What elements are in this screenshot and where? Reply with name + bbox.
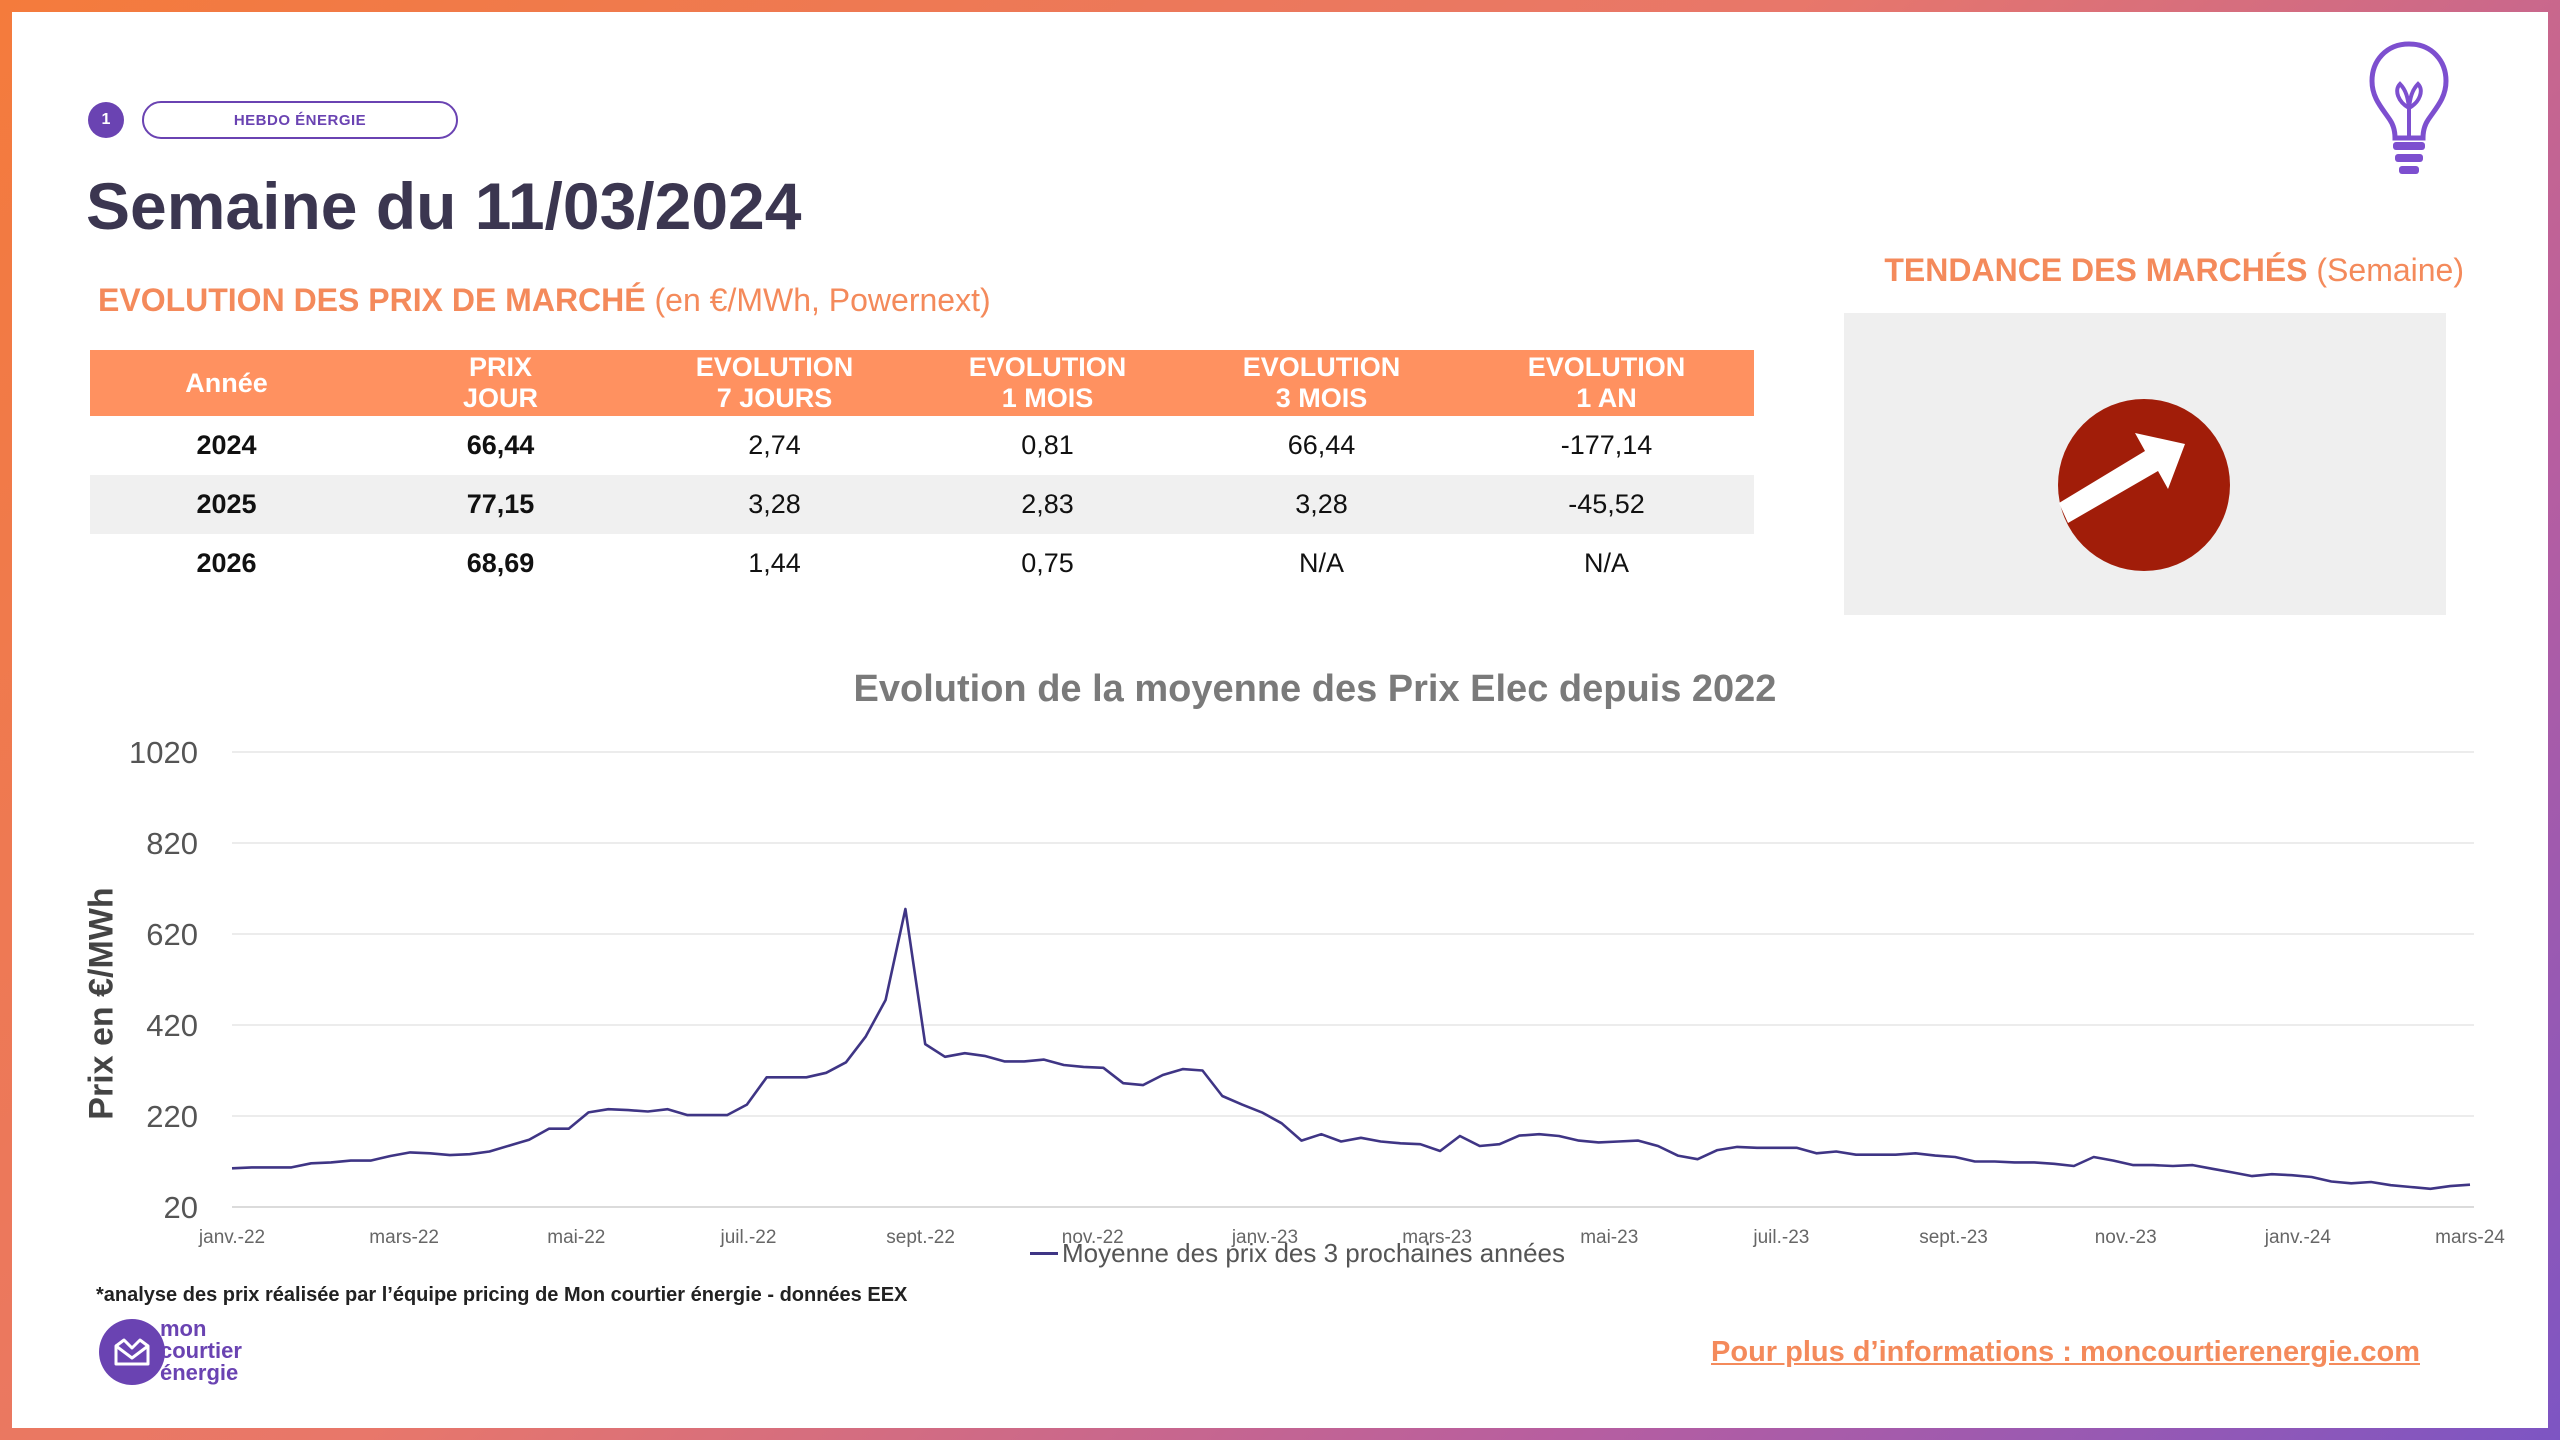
header-evol-3m: EVOLUTION 3 MOIS [1184, 350, 1459, 416]
logo-wordmark: mon courtier énergie [160, 1318, 242, 1384]
y-tick-label: 820 [146, 826, 198, 861]
cell-evol-7d: 3,28 [638, 475, 911, 534]
y-tick-label: 20 [164, 1190, 198, 1225]
y-tick-label: 220 [146, 1099, 198, 1134]
x-tick-label: sept.-22 [886, 1227, 955, 1248]
cell-price: 66,44 [466, 430, 535, 460]
cell-year: 2025 [90, 475, 363, 534]
cell-price: 77,15 [363, 475, 638, 534]
logo-line-3: énergie [160, 1360, 239, 1385]
table-header-row: Année PRIX JOUR EVOLUTION 7 JOURS EVOLUTIO… [90, 350, 1754, 416]
table-row: 2024 66,44 2,74 0,81 66,44 -177,14 [90, 416, 1754, 475]
cell-evol-7d: 2,74 [748, 430, 801, 460]
chart-legend: Moyenne des prix des 3 prochaines années [1030, 1238, 1565, 1269]
header-evol-1m: EVOLUTION 1 MOIS [911, 350, 1184, 416]
header-price: PRIX JOUR [363, 350, 638, 416]
price-table: Année PRIX JOUR EVOLUTION 7 JOURS EVOLUTIO… [90, 350, 1754, 593]
chart-x-ticks: janv.-22 mars-22 mai-22 juil.-22 sept.-22 nov… [198, 1227, 2505, 1248]
trend-title-bold: TENDANCE DES MARCHÉS [1884, 252, 2308, 288]
legend-swatch [1030, 1252, 1058, 1255]
more-info-link[interactable]: Pour plus d’informations : moncourtieren… [1711, 1336, 2420, 1368]
cell-evol-3m: N/A [1298, 548, 1344, 578]
header-evol-1y: EVOLUTION 1 AN [1459, 350, 1754, 416]
logo-line-2: courtier [160, 1338, 242, 1363]
cell-year: 2024 [196, 430, 257, 460]
y-tick-label: 420 [146, 1008, 198, 1043]
x-tick-label: mai-23 [1580, 1227, 1638, 1248]
line-chart: 20 220 420 620 820 1020 janv.-22 mars-22 mai-22… [129, 735, 2505, 1248]
subtitle-bold: EVOLUTION DES PRIX DE MARCHÉ [98, 282, 646, 318]
y-tick-label: 620 [146, 917, 198, 952]
trend-circle [2058, 399, 2230, 571]
x-tick-label: janv.-24 [2264, 1227, 2332, 1248]
analysis-footnote: *analyse des prix réalisée par l’équipe … [96, 1284, 908, 1306]
page-number-badge: 1 [88, 102, 124, 138]
x-tick-label: mars-23 [1402, 1227, 1472, 1248]
x-tick-label: nov.-22 [1062, 1227, 1124, 1248]
trend-title-rest: (Semaine) [2307, 252, 2464, 288]
lightbulb-icon [2369, 41, 2449, 174]
x-tick-label: mars-22 [369, 1227, 439, 1248]
trend-arrow-shape [2059, 433, 2185, 523]
cell-evol-7d: 1,44 [748, 548, 801, 578]
subtitle-rest: (en €/MWh, Powernext) [645, 282, 991, 318]
x-tick-label: janv.-23 [1231, 1227, 1298, 1248]
x-tick-label: juil.-22 [719, 1227, 776, 1248]
chart-title: Evolution de la moyenne des Prix Elec de… [853, 668, 1777, 710]
section-tag: HEBDO ÉNERGIE [142, 101, 458, 139]
chart-y-ticks: 20 220 420 620 820 1020 [129, 735, 198, 1225]
slide-card [12, 12, 2548, 1428]
x-tick-label: sept.-23 [1919, 1227, 1988, 1248]
chart-gridlines [232, 751, 2474, 1208]
x-tick-label: nov.-23 [2095, 1227, 2157, 1248]
cell-evol-1y: N/A [1583, 548, 1629, 578]
cell-price: 68,69 [466, 548, 535, 578]
table-row: 2025 77,15 3,28 2,83 3,28 -45,52 [90, 475, 1754, 534]
table-row: 2026 68,69 1,44 0,75 N/A N/A [90, 534, 1754, 593]
y-tick-label: 1020 [129, 735, 198, 770]
x-tick-label: mars-24 [2435, 1227, 2505, 1248]
legend-label: Moyenne des prix des 3 prochaines années [1062, 1238, 1565, 1268]
header-year: Année [90, 350, 363, 416]
cell-evol-3m: 66,44 [1287, 430, 1356, 460]
page-title: Semaine du 11/03/2024 [86, 169, 802, 243]
trend-panel [1844, 313, 2446, 615]
cell-evol-1y: -45,52 [1459, 475, 1754, 534]
cell-evol-1m: 2,83 [911, 475, 1184, 534]
cell-evol-3m: 3,28 [1184, 475, 1459, 534]
x-tick-label: mai-22 [547, 1227, 605, 1248]
up-right-arrow-icon [2058, 399, 2230, 571]
x-tick-label: juil.-23 [1752, 1227, 1809, 1248]
cell-year: 2026 [196, 548, 257, 578]
table-subtitle: EVOLUTION DES PRIX DE MARCHÉ (en €/MWh, … [98, 282, 991, 319]
logo-line-1: mon [160, 1316, 207, 1341]
x-tick-label: janv.-22 [198, 1227, 265, 1248]
cell-evol-1m: 0,81 [1021, 430, 1074, 460]
company-logo [99, 1319, 165, 1385]
series-line [231, 907, 2471, 1191]
cell-evol-1m: 0,75 [1021, 548, 1074, 578]
header-evol-7d: EVOLUTION 7 JOURS [638, 350, 911, 416]
cell-evol-1y: -177,14 [1560, 430, 1653, 460]
trend-title: TENDANCE DES MARCHÉS (Semaine) [1834, 252, 2464, 289]
